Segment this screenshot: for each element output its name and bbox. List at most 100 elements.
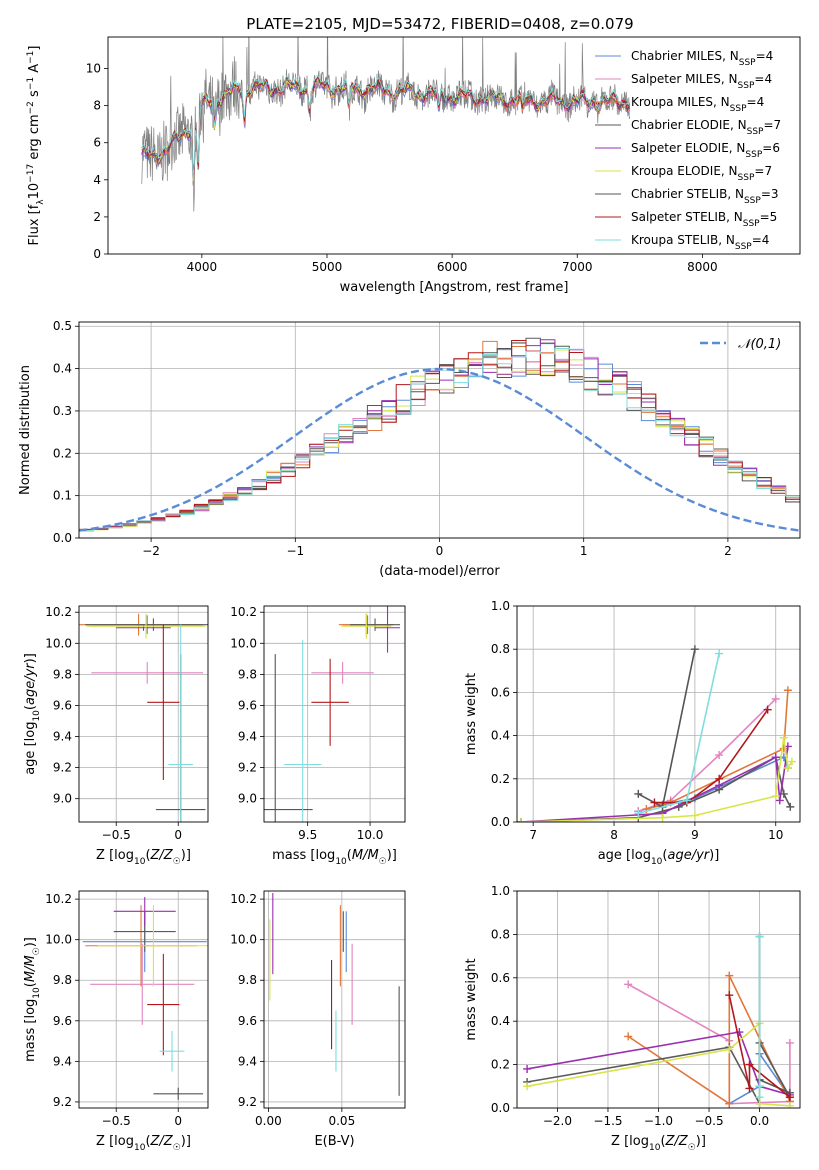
normal-curve xyxy=(79,367,800,532)
y-tick-label: 10.0 xyxy=(230,636,257,650)
x-axis-label: Z [log10(Z/Z☉)] xyxy=(611,1134,706,1153)
y-tick-label: 9.6 xyxy=(238,698,257,712)
weight-marker-kroupa-stelib xyxy=(634,809,643,818)
legend-label-salpeter-elodie: Salpeter ELODIE, NSSP=6 xyxy=(631,141,780,160)
legend-label-salpeter-miles: Salpeter MILES, NSSP=4 xyxy=(631,72,772,91)
legend-label-salpeter-stelib: Salpeter STELIB, NSSP=5 xyxy=(631,210,777,229)
model-spectrum-chabrier-stelib xyxy=(141,76,631,176)
x-axis-label: wavelength [Angstrom, rest frame] xyxy=(340,280,569,295)
age-vs-mass-plot-area xyxy=(264,606,401,822)
y-tick-label: 0.4 xyxy=(491,729,510,743)
weight-line-kroupa-stelib xyxy=(638,653,720,815)
y-tick-label: 9.6 xyxy=(53,698,72,712)
x-tick-label: 0 xyxy=(174,1114,182,1128)
weight-marker-kroupa-stelib xyxy=(755,932,764,941)
y-tick-label: 0.0 xyxy=(53,531,72,545)
legend-label-kroupa-elodie: Kroupa ELODIE, NSSP=7 xyxy=(631,164,772,183)
weight-marker-chabrier-stelib xyxy=(690,645,699,654)
y-tick-label: 10.0 xyxy=(45,636,72,650)
weight-marker-kroupa-elodie xyxy=(779,733,788,742)
axes-frame xyxy=(516,605,801,823)
weight-marker-kroupa-elodie xyxy=(787,757,796,766)
x-tick-label: 4000 xyxy=(187,260,218,274)
x-tick-label: 10.0 xyxy=(357,828,384,842)
y-tick-label: 10.2 xyxy=(230,605,257,619)
x-tick-label: −1.5 xyxy=(593,1114,622,1128)
y-axis-label: age [log10(age/yr)] xyxy=(23,653,42,775)
x-axis-label: Z [log10(Z/Z☉)] xyxy=(96,1134,191,1153)
y-tick-label: 9.2 xyxy=(238,1095,257,1109)
x-tick-label: −0.5 xyxy=(102,1114,131,1128)
x-tick-label: 9.5 xyxy=(298,828,317,842)
weight-marker-salpeter-miles xyxy=(771,694,780,703)
weight-vs-age-plot-area xyxy=(517,645,796,822)
spectrum-plot-area xyxy=(141,37,631,212)
weight-marker-kroupa-elodie xyxy=(658,813,667,822)
weight-marker-kroupa-stelib xyxy=(755,1093,764,1102)
legend-label-chabrier-stelib: Chabrier STELIB, NSSP=3 xyxy=(631,187,779,206)
spectrum-panel: 4000 5000 6000 7000 8000 0 2 4 6 8 10 wavelength [A… xyxy=(26,36,801,295)
weight-marker-salpeter-stelib xyxy=(715,774,724,783)
weight-marker-kroupa-stelib xyxy=(755,1082,764,1091)
x-tick-label: 6000 xyxy=(437,260,468,274)
y-tick-label: 0.6 xyxy=(491,971,510,985)
y-tick-label: 9.6 xyxy=(53,1014,72,1028)
weight-line-salpeter-stelib xyxy=(654,709,769,804)
y-tick-label: 10.2 xyxy=(45,892,72,906)
weight-marker-salpeter-stelib xyxy=(785,1093,794,1102)
x-axis-label: (data-model)/error xyxy=(379,564,500,579)
y-tick-label: 8 xyxy=(93,99,101,113)
x-axis-label: mass [log10(M/M☉)] xyxy=(272,848,397,867)
weight-marker-salpeter-stelib xyxy=(745,1084,754,1093)
y-axis-label: mass weight xyxy=(464,673,479,755)
y-tick-label: 9.0 xyxy=(53,792,72,806)
y-tick-label: 9.4 xyxy=(53,1054,72,1068)
weight-marker-salpeter-stelib xyxy=(650,798,659,807)
weight-marker-kroupa-miles xyxy=(725,971,734,980)
y-tick-label: 9.2 xyxy=(53,761,72,775)
weight-marker-salpeter-stelib xyxy=(745,1060,754,1069)
y-tick-label: 0.4 xyxy=(491,1014,510,1028)
x-tick-label: 0.05 xyxy=(328,1114,355,1128)
weight-marker-kroupa-miles xyxy=(624,1032,633,1041)
axes-frame xyxy=(263,605,406,823)
x-tick-label: 0 xyxy=(436,544,444,558)
legend-label-chabrier-miles: Chabrier MILES, NSSP=4 xyxy=(631,49,773,68)
weight-line-salpeter-elodie xyxy=(526,1031,791,1096)
weight-marker-kroupa-elodie xyxy=(725,1045,734,1054)
weight-marker-salpeter-elodie xyxy=(775,796,784,805)
weight-marker-salpeter-miles xyxy=(715,751,724,760)
x-tick-label: −2 xyxy=(142,544,160,558)
x-axis-label: E(B-V) xyxy=(314,1134,354,1149)
x-tick-label: 9 xyxy=(691,828,699,842)
y-tick-label: 0.2 xyxy=(491,1058,510,1072)
y-tick-label: 4 xyxy=(93,173,101,187)
x-tick-label: 7 xyxy=(529,828,537,842)
residuals-plot-area xyxy=(79,337,800,532)
y-tick-label: 10.2 xyxy=(230,892,257,906)
x-tick-label: −0.5 xyxy=(102,828,131,842)
axes-frame xyxy=(78,321,801,539)
axes-frame xyxy=(263,890,406,1109)
weight-line-kroupa-elodie xyxy=(520,737,793,822)
weight-marker-chabrier-elodie xyxy=(786,802,795,811)
x-tick-label: 10 xyxy=(768,828,783,842)
axes-frame xyxy=(78,890,209,1109)
histogram-kroupa-elodie xyxy=(79,349,800,532)
weight-line-salpeter-elodie xyxy=(520,746,789,822)
figure-title: PLATE=2105, MJD=53472, FIBERID=0408, z=0… xyxy=(246,15,633,33)
weight-marker-salpeter-stelib xyxy=(763,705,772,714)
x-tick-label: 7000 xyxy=(562,260,593,274)
weight-line-chabrier-elodie xyxy=(520,755,792,822)
y-tick-label: 6 xyxy=(93,136,101,150)
x-tick-label: 0.00 xyxy=(255,1114,282,1128)
weight-marker-kroupa-elodie xyxy=(690,811,699,820)
y-tick-label: 9.6 xyxy=(238,1014,257,1028)
y-axis-label: mass [log10(M/M☉)] xyxy=(23,937,42,1062)
y-tick-label: 10.0 xyxy=(45,933,72,947)
y-tick-label: 0.4 xyxy=(53,362,72,376)
y-tick-label: 9.8 xyxy=(53,973,72,987)
weight-marker-salpeter-elodie xyxy=(523,1064,532,1073)
x-axis-label: Z [log10(Z/Z☉)] xyxy=(96,848,191,867)
